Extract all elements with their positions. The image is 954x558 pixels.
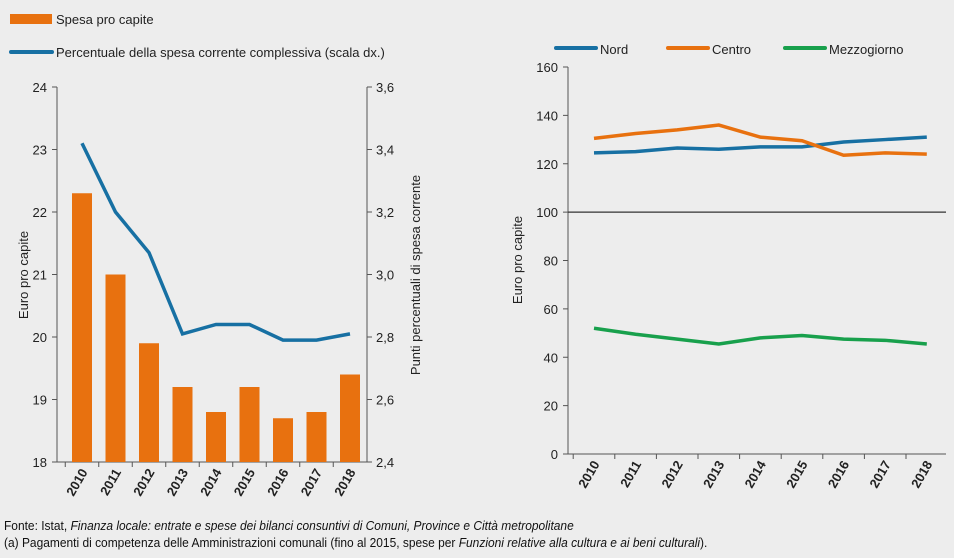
y-tick-label: 60: [544, 302, 558, 317]
legend-label-nord: Nord: [600, 42, 628, 57]
y-tick-label: 20: [33, 330, 47, 345]
x-tick-label: 2010: [575, 458, 602, 491]
bar-spesa-pro-capite: [273, 418, 293, 462]
y-right-tick-label: 2,8: [376, 330, 394, 345]
legend-swatch-spesa: [10, 14, 52, 24]
y-tick-label: 22: [33, 205, 47, 220]
x-tick-label: 2016: [264, 466, 291, 499]
source-note: Fonte: Istat, Finanza locale: entrate e …: [4, 518, 574, 533]
x-tick-label: 2018: [331, 466, 358, 499]
bar-spesa-pro-capite: [340, 374, 360, 462]
line-percentuale: [80, 142, 351, 342]
y-right-tick-label: 3,0: [376, 268, 394, 283]
x-tick-label: 2013: [164, 466, 191, 499]
legend-label-mezzogiorno: Mezzogiorno: [829, 42, 903, 57]
y-tick-label: 100: [536, 205, 558, 220]
x-tick-label: 2012: [658, 458, 685, 491]
y-tick-label: 21: [33, 268, 47, 283]
x-tick-label: 2017: [866, 458, 893, 491]
y-axis-label: Euro pro capite: [16, 231, 31, 319]
y-right-tick-label: 3,2: [376, 205, 394, 220]
legend-label-spesa: Spesa pro capite: [56, 12, 154, 27]
note-suffix: ).: [700, 535, 708, 550]
x-tick-label: 2013: [700, 458, 727, 491]
x-tick-label: 2016: [825, 458, 852, 491]
y-tick-label: 0: [551, 447, 558, 462]
y-tick-label: 160: [536, 60, 558, 75]
y-right-tick-label: 2,4: [376, 455, 394, 470]
bar-spesa-pro-capite: [206, 412, 226, 462]
y-tick-label: 23: [33, 143, 47, 158]
y-tick-label: 80: [544, 254, 558, 269]
x-tick-label: 2015: [231, 466, 258, 499]
y-axis-label: Euro pro capite: [510, 216, 525, 304]
y-right-axis-label: Punti percentuali di spesa corrente: [408, 175, 423, 375]
line-mezzogiorno: [593, 326, 927, 346]
note-italic: Funzioni relative alla cultura e ai beni…: [458, 535, 701, 550]
x-tick-label: 2012: [130, 466, 157, 499]
x-tick-label: 2015: [783, 458, 810, 491]
y-tick-label: 120: [536, 157, 558, 172]
y-right-tick-label: 3,6: [376, 80, 394, 95]
legend-label-percentuale: Percentuale della spesa corrente comples…: [56, 45, 385, 60]
y-tick-label: 19: [33, 393, 47, 408]
x-tick-label: 2011: [617, 458, 644, 490]
footnote: (a) Pagamenti di competenza delle Ammini…: [4, 535, 707, 550]
y-tick-label: 20: [544, 399, 558, 414]
bar-spesa-pro-capite: [306, 412, 327, 462]
y-tick-label: 140: [536, 108, 558, 123]
y-tick-label: 24: [33, 80, 47, 95]
x-tick-label: 2011: [97, 466, 124, 498]
x-tick-label: 2018: [908, 458, 935, 491]
x-tick-label: 2017: [298, 466, 325, 499]
x-tick-label: 2014: [742, 457, 770, 490]
bar-spesa-pro-capite: [72, 193, 92, 462]
source-prefix: Fonte: Istat,: [4, 518, 71, 533]
source-title: Finanza locale: entrate e spese dei bila…: [70, 518, 574, 533]
x-tick-label: 2014: [197, 465, 225, 498]
note-prefix: (a) Pagamenti di competenza delle Ammini…: [4, 535, 459, 550]
line-centro: [593, 123, 927, 158]
x-tick-label: 2010: [63, 466, 90, 499]
y-right-tick-label: 3,4: [376, 143, 394, 158]
bar-spesa-pro-capite: [239, 387, 260, 462]
y-tick-label: 18: [33, 455, 47, 470]
bar-spesa-pro-capite: [172, 387, 193, 462]
bar-spesa-pro-capite: [139, 343, 159, 462]
y-tick-label: 40: [544, 350, 558, 365]
line-nord: [593, 135, 927, 155]
y-right-tick-label: 2,6: [376, 393, 394, 408]
bar-spesa-pro-capite: [105, 274, 126, 462]
legend-label-centro: Centro: [712, 42, 751, 57]
